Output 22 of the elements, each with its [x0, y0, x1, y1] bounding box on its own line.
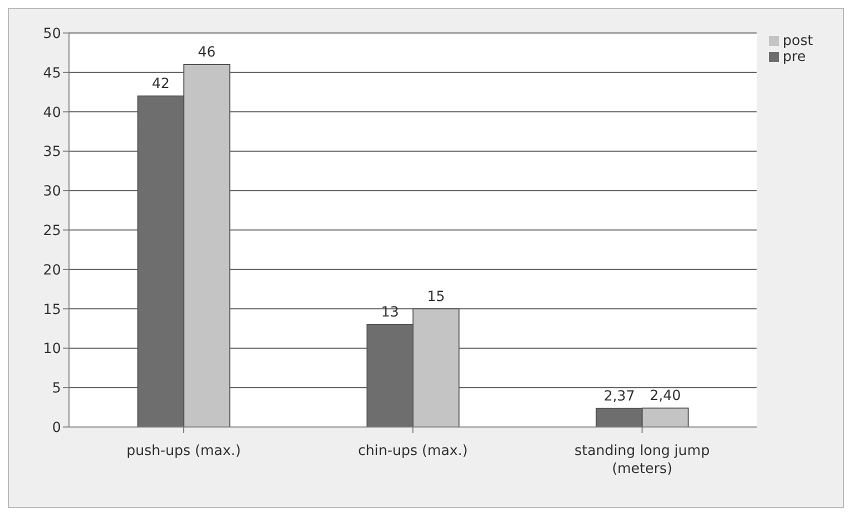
y-tick-label: 5 — [52, 380, 61, 397]
y-tick-label: 10 — [43, 341, 61, 358]
y-tick-label: 40 — [43, 104, 61, 121]
data-label: 2,37 — [604, 388, 635, 404]
x-tick-label: standing long jump (meters) — [574, 443, 710, 477]
data-label: 42 — [152, 76, 170, 92]
legend-label: post — [782, 33, 813, 49]
x-tick-label: chin-ups (max.) — [358, 443, 468, 459]
y-tick-label: 25 — [43, 222, 61, 239]
data-label: 15 — [427, 288, 445, 305]
legend-label: pre — [782, 49, 806, 65]
y-tick-label: 20 — [43, 262, 61, 278]
y-tick-label: 45 — [43, 65, 61, 82]
data-label: 2,40 — [650, 388, 681, 404]
y-tick-label: 35 — [43, 144, 61, 160]
y-tick-label: 15 — [43, 302, 61, 318]
data-label: 13 — [381, 304, 399, 321]
y-tick-label: 0 — [52, 420, 61, 436]
y-tick-label: 50 — [43, 26, 61, 42]
y-tick-label: 30 — [43, 184, 61, 200]
x-tick-label: push-ups (max.) — [126, 443, 241, 459]
data-label: 46 — [198, 44, 216, 61]
